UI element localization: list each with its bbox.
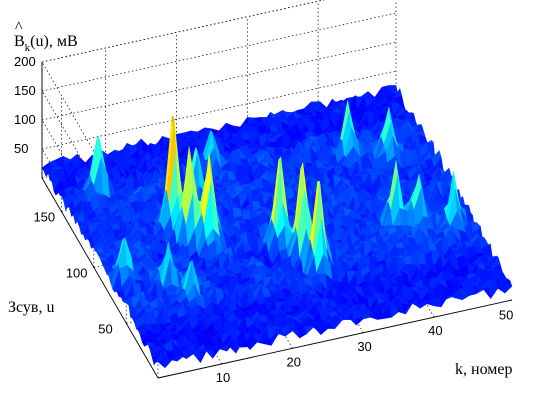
surface-mesh [41, 85, 513, 369]
x-axis-label: k, номер [455, 361, 512, 378]
tick-labels: 10 20 30 40 50 50 100 150 50 100 150 200 [14, 54, 513, 385]
grid-line [41, 12, 397, 92]
grid-line [41, 90, 159, 292]
x-tick-label: 10 [216, 370, 230, 385]
y-axis-label: Зсув, u [8, 299, 54, 316]
grid-line [41, 41, 397, 121]
z-tick-label: 200 [14, 54, 36, 69]
surface-patch [502, 280, 513, 294]
grid-line [41, 61, 159, 263]
x-tick-label: 50 [499, 308, 513, 323]
z-tick-label: 100 [14, 112, 36, 127]
z-axis-label-hat: ^ [15, 19, 23, 36]
grid-line [41, 70, 397, 150]
grid-line [41, 119, 159, 321]
y-tick-label: 150 [33, 210, 55, 225]
grid-line [41, 0, 326, 63]
x-tick-label: 20 [287, 354, 301, 369]
z-axis-label: Bk(u), мВ [14, 33, 78, 54]
y-tick-label: 100 [66, 265, 88, 280]
x-tick-label: 30 [357, 339, 371, 354]
z-tick-label: 150 [14, 83, 36, 98]
y-tick-label: 50 [98, 321, 112, 336]
axis-edge [41, 177, 159, 379]
axis-edge [41, 0, 326, 63]
axis-edge [157, 299, 513, 379]
z-tick-label: 50 [14, 141, 28, 156]
x-tick-label: 40 [428, 323, 442, 338]
